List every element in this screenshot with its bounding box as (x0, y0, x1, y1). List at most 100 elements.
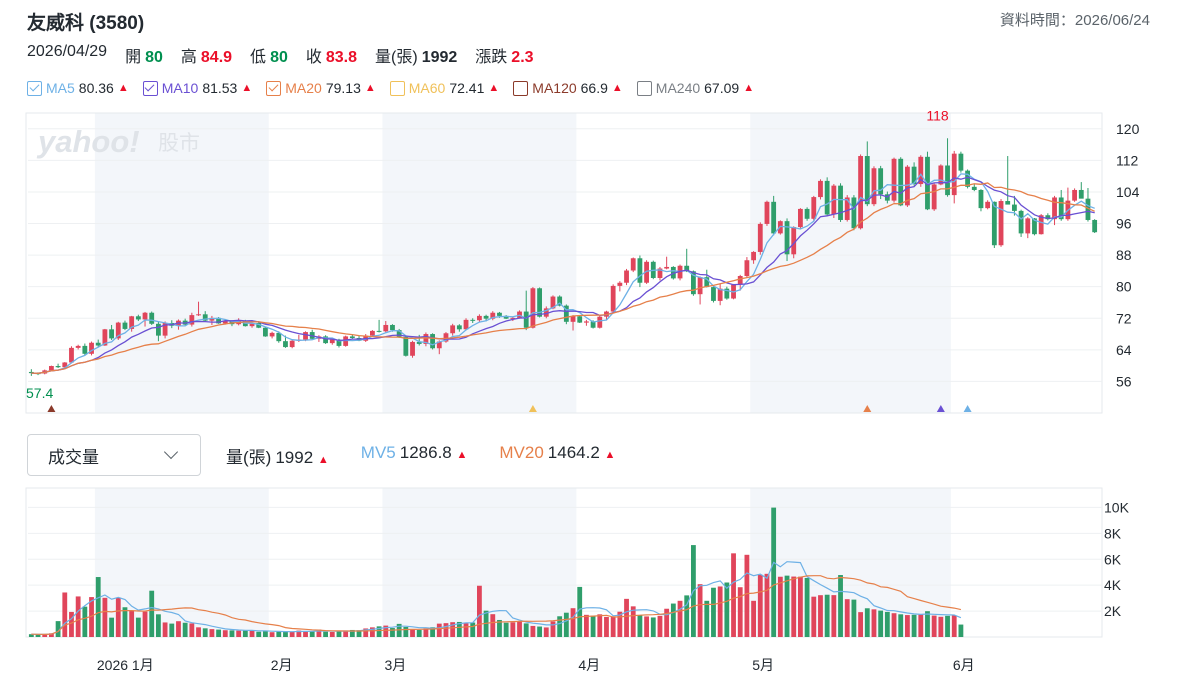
candle-body (577, 316, 583, 323)
candle-body (704, 277, 710, 288)
candle-body (711, 287, 716, 301)
volume-bar (644, 616, 650, 637)
x-tick-label: 2月 (271, 657, 293, 673)
volume-bar (349, 629, 355, 637)
candle-body (851, 197, 857, 229)
volume-bar (222, 630, 228, 637)
volume-bar (510, 622, 516, 637)
signal-marker (863, 405, 872, 412)
candle-body (1085, 198, 1091, 220)
volume-bar (390, 628, 395, 637)
ma20-checkbox[interactable] (266, 80, 282, 96)
ma120-checkbox[interactable] (513, 80, 529, 96)
candle-body (1011, 204, 1017, 211)
volume-bar (523, 623, 529, 637)
candle-body (918, 156, 924, 185)
mv20-label: MV20 (499, 443, 544, 462)
candle-body (717, 288, 723, 301)
volume-bar (811, 596, 817, 637)
volume-bar (410, 629, 415, 637)
close-label: 收 (305, 49, 322, 66)
candle-body (684, 265, 690, 272)
volume-bar (229, 630, 235, 637)
low-field: 低 80 (250, 43, 288, 67)
candle-body (349, 336, 355, 338)
volume-bar (657, 615, 663, 637)
candle-body (824, 180, 830, 215)
candle-body (1038, 215, 1044, 235)
price-tick-label: 104 (1116, 184, 1140, 200)
volume-bar (456, 621, 462, 637)
volume-bar (543, 627, 549, 637)
volume-bar (878, 610, 884, 637)
volume-bar (256, 631, 262, 637)
volume-bar (329, 632, 335, 637)
vol-label: 量(張) (226, 448, 272, 467)
ma-toggle-ma60[interactable]: MA60 72.41 ▲ (389, 80, 500, 96)
volume-bar (276, 631, 282, 637)
candle-body (1058, 197, 1064, 220)
ma-toggle-ma120[interactable]: MA120 66.9 ▲ (513, 80, 623, 96)
volume-legend: 量(張) 1992 ▲ MV5 1286.8 ▲ MV20 1464.2 ▲ (226, 443, 615, 468)
indicator-select[interactable]: 成交量 (27, 434, 201, 476)
volume-bar (864, 608, 870, 637)
volume-chart[interactable]: 2K 4K 6K 8K 10K 2026 1月 2月 3月 4月 5月 6月 (25, 487, 1130, 673)
ma-toggle-ma5[interactable]: MA5 80.36 ▲ (27, 80, 129, 96)
mv5-legend-item: MV5 1286.8 ▲ (361, 443, 468, 468)
mv20-value: 1464.2 (547, 443, 600, 462)
candle-body (1092, 219, 1098, 233)
volume-bar (289, 631, 295, 637)
ma5-checkbox[interactable] (27, 80, 42, 96)
max-price-label: 118 (926, 107, 949, 123)
change-field: 漲跌 2.3 (475, 43, 533, 67)
low-label: 低 (250, 49, 267, 66)
ma240-value: 67.09 (704, 80, 740, 96)
candle-body (62, 362, 68, 368)
mv5-value: 1286.8 (399, 443, 452, 462)
volume-bar (670, 603, 676, 637)
volume-bar (577, 586, 583, 637)
volume-bar (751, 600, 757, 637)
volume-bar (918, 614, 924, 637)
candle-body (336, 339, 342, 346)
min-price-label: 57.4 (26, 385, 53, 401)
candle-body (570, 316, 576, 322)
volume-bar (904, 615, 910, 637)
signal-marker (47, 405, 56, 412)
volume-bar (617, 611, 623, 637)
candle-body (617, 282, 623, 286)
candle-body (838, 185, 843, 220)
price-frame (25, 112, 1103, 414)
ma-toggle-ma20[interactable]: MA20 79.13 ▲ (266, 80, 376, 96)
candle-body (878, 168, 884, 195)
candle-body (497, 312, 502, 316)
candle-body (376, 330, 382, 332)
ma5-line (31, 173, 1095, 374)
ma-toggle-ma240[interactable]: MA240 67.09 ▲ (636, 80, 755, 96)
candle-body (510, 317, 516, 319)
ma10-checkbox[interactable] (142, 80, 158, 96)
volume-bar (583, 614, 589, 637)
volume-bar (844, 599, 850, 637)
volume-bar (269, 632, 275, 637)
candle-body (891, 158, 897, 201)
candle-body (537, 288, 543, 317)
month-bands (94, 113, 951, 637)
high-value: 84.9 (200, 49, 233, 66)
candle-body (403, 336, 409, 356)
volume-bar (570, 608, 576, 637)
volume-bar (704, 600, 710, 637)
candle-body (871, 168, 877, 205)
candle-body (737, 276, 743, 285)
volume-bar (48, 633, 54, 637)
up-triangle-icon: ▲ (743, 82, 755, 94)
price-chart[interactable]: 56 64 72 80 88 96 104 112 120 118 57.4 (25, 107, 1140, 414)
ma240-checkbox[interactable] (636, 80, 652, 96)
volume-bar (182, 622, 188, 637)
up-triangle-icon: ▲ (604, 449, 616, 461)
ma60-checkbox[interactable] (389, 80, 405, 96)
volume-bar (711, 587, 716, 637)
ma-toggle-ma10[interactable]: MA10 81.53 ▲ (142, 80, 252, 96)
up-triangle-icon: ▲ (488, 82, 500, 94)
